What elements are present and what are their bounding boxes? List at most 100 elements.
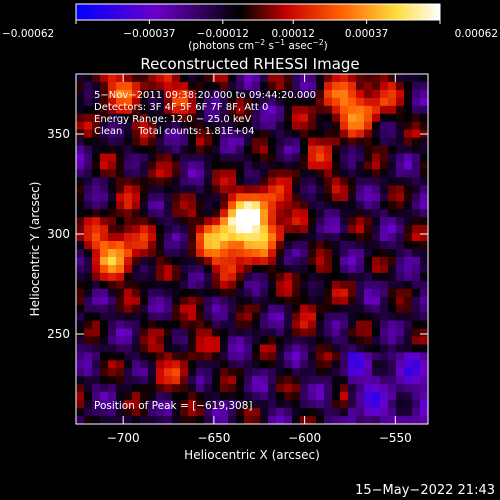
heatmap-cell <box>372 225 381 234</box>
heatmap-cell <box>236 233 245 242</box>
heatmap-cell <box>276 153 285 163</box>
heatmap-cell <box>308 400 317 409</box>
heatmap-cell <box>308 416 317 425</box>
heatmap-cell <box>124 384 133 393</box>
heatmap-cell <box>388 121 397 131</box>
heatmap-cell <box>188 249 197 258</box>
heatmap-cell <box>252 137 261 147</box>
heatmap-cell <box>180 225 189 234</box>
heatmap-cell <box>100 201 109 210</box>
heatmap-cell <box>324 137 333 147</box>
heatmap-cell <box>100 384 109 393</box>
heatmap-cell <box>276 89 285 99</box>
heatmap-cell <box>324 336 333 346</box>
heatmap-cell <box>412 97 421 107</box>
heatmap-cell <box>276 312 285 322</box>
heatmap-cell <box>252 249 261 258</box>
heatmap-cell <box>340 328 349 338</box>
heatmap-cell <box>108 384 117 393</box>
heatmap-cell <box>220 89 229 99</box>
heatmap-cell <box>212 400 221 409</box>
heatmap-cell <box>228 137 237 147</box>
heatmap-cell <box>252 193 261 202</box>
heatmap-cell <box>284 129 293 139</box>
heatmap-cell <box>252 400 261 409</box>
heatmap-cell <box>132 121 141 131</box>
heatmap-cell <box>108 81 117 91</box>
heatmap-cell <box>220 209 229 218</box>
heatmap-cell <box>276 256 285 266</box>
heatmap-cell <box>140 217 149 226</box>
heatmap-cell <box>228 113 237 123</box>
heatmap-cell <box>420 137 429 147</box>
heatmap-cell <box>396 312 405 322</box>
heatmap-cell <box>356 416 365 425</box>
heatmap-cell <box>332 392 341 401</box>
heatmap-cell <box>404 169 413 178</box>
heatmap-cell <box>396 360 405 369</box>
heatmap-cell <box>228 249 237 258</box>
heatmap-cell <box>100 392 109 401</box>
heatmap-cell <box>284 209 293 218</box>
heatmap-cell <box>276 81 285 91</box>
heatmap-cell <box>260 185 269 194</box>
heatmap-cell <box>124 137 133 147</box>
heatmap-cell <box>132 81 141 91</box>
heatmap-cell <box>188 384 197 393</box>
heatmap-cell <box>356 328 365 338</box>
heatmap-cell <box>188 209 197 218</box>
heatmap-cell <box>340 113 349 123</box>
heatmap-cell <box>340 296 349 306</box>
heatmap-cell <box>356 344 365 353</box>
heatmap-cell <box>148 209 157 218</box>
heatmap-cell <box>84 153 93 163</box>
heatmap-cell <box>212 256 221 266</box>
heatmap-cell <box>156 280 165 290</box>
heatmap-cell <box>388 225 397 234</box>
heatmap-cell <box>268 169 277 178</box>
heatmap-cell <box>236 296 245 306</box>
heatmap-cell <box>220 193 229 202</box>
heatmap-cell <box>372 344 381 353</box>
heatmap-cell <box>420 113 429 123</box>
heatmap-cell <box>364 256 373 266</box>
heatmap-cell <box>300 193 309 202</box>
heatmap-cell <box>148 272 157 282</box>
heatmap-cell <box>244 201 253 210</box>
heatmap-cell <box>212 320 221 330</box>
heatmap-cell <box>188 256 197 266</box>
heatmap-cell <box>292 145 301 155</box>
heatmap-cell <box>340 344 349 353</box>
heatmap-cell <box>108 153 117 163</box>
heatmap-cell <box>148 233 157 242</box>
heatmap-cell <box>172 368 181 377</box>
heatmap-cell <box>244 272 253 282</box>
heatmap-cell <box>340 153 349 163</box>
heatmap-cell <box>300 201 309 210</box>
heatmap-cell <box>292 264 301 274</box>
heatmap-cell <box>180 241 189 250</box>
heatmap-cell <box>300 89 309 99</box>
heatmap-cell <box>260 368 269 377</box>
heatmap-cell <box>292 241 301 250</box>
heatmap-cell <box>196 280 205 290</box>
heatmap-cell <box>412 193 421 202</box>
heatmap-cell <box>92 376 101 385</box>
heatmap-cell <box>188 169 197 178</box>
heatmap-cell <box>84 360 93 369</box>
heatmap-cell <box>100 352 109 361</box>
heatmap-cell <box>396 384 405 393</box>
heatmap-cell <box>92 249 101 258</box>
heatmap-cell <box>252 153 261 163</box>
heatmap-cell <box>236 320 245 330</box>
heatmap-cell <box>212 81 221 91</box>
heatmap-cell <box>148 336 157 346</box>
heatmap-cell <box>356 153 365 163</box>
heatmap-cell <box>324 217 333 226</box>
heatmap-cell <box>364 241 373 250</box>
heatmap-cell <box>364 145 373 155</box>
heatmap-cell <box>228 368 237 377</box>
heatmap-cell <box>108 129 117 139</box>
heatmap-cell <box>380 169 389 178</box>
heatmap-cell <box>84 74 93 83</box>
